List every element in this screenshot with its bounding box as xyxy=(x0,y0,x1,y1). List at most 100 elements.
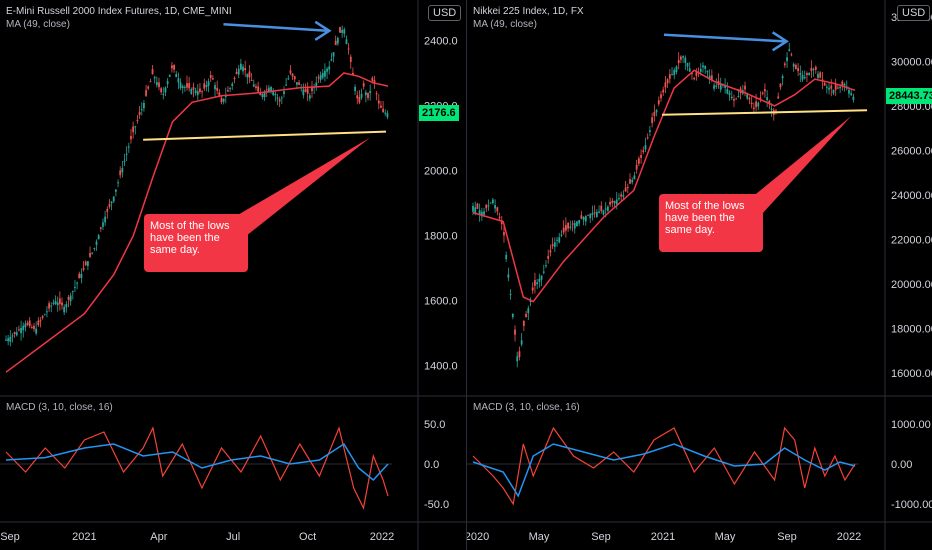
callout-note[interactable]: Most of the lows have been the same day. xyxy=(144,214,248,272)
candle-body xyxy=(74,286,76,288)
candle-body xyxy=(582,217,585,220)
candle-body xyxy=(382,108,385,113)
candle-body xyxy=(629,179,631,184)
candle-body xyxy=(691,73,693,75)
candle-body xyxy=(190,89,193,94)
currency-badge[interactable]: USD xyxy=(897,5,931,21)
candle-body xyxy=(227,90,229,92)
candle-body xyxy=(492,199,494,204)
candle-body xyxy=(675,66,678,73)
candle-body xyxy=(30,327,33,329)
candle-body xyxy=(777,96,780,99)
candle-body xyxy=(496,207,499,212)
candle-body xyxy=(173,65,175,70)
candle-body xyxy=(235,71,238,74)
candle-body xyxy=(540,275,543,280)
candle-body xyxy=(311,86,313,92)
candle-body xyxy=(257,86,260,92)
candle-body xyxy=(726,88,729,94)
candle-body xyxy=(119,170,122,176)
candle-body xyxy=(850,93,853,96)
candle-body xyxy=(244,68,247,71)
callout-note[interactable]: Most of the lows have been the same day. xyxy=(659,194,763,252)
candle-body xyxy=(666,79,669,84)
y-tick-label: 24000.00 xyxy=(891,190,932,202)
candle-body xyxy=(324,70,326,77)
candle-body xyxy=(63,306,66,313)
candle-body xyxy=(242,66,244,72)
candle-body xyxy=(576,221,578,227)
candle-body xyxy=(710,75,713,81)
candle-body xyxy=(830,85,833,89)
candle-body xyxy=(183,86,186,88)
callout-pointer xyxy=(751,116,852,226)
candle-body xyxy=(65,304,68,308)
candle-body xyxy=(287,78,290,80)
candle-body xyxy=(547,255,550,259)
x-tick-label: May xyxy=(529,531,550,543)
candle-body xyxy=(377,100,380,104)
right-chart-pane[interactable]: 32000.0030000.0028000.0026000.0024000.00… xyxy=(466,0,932,550)
candle-body xyxy=(108,204,111,207)
candle-body xyxy=(766,97,769,101)
candle-body xyxy=(655,110,658,113)
candle-body xyxy=(828,87,830,90)
candle-body xyxy=(584,216,587,222)
ma-indicator-label[interactable]: MA (49, close) xyxy=(6,19,70,30)
candle-body xyxy=(814,66,817,70)
candle-body xyxy=(369,90,372,94)
candle-body xyxy=(306,88,309,94)
macd-indicator-label[interactable]: MACD (3, 10, close, 16) xyxy=(473,402,580,413)
candle-body xyxy=(556,239,558,241)
candle-body xyxy=(218,92,221,97)
candle-body xyxy=(633,175,636,180)
candle-body xyxy=(272,90,275,96)
candle-body xyxy=(834,84,837,90)
candle-body xyxy=(622,195,625,197)
candle-body xyxy=(89,253,91,257)
candle-body xyxy=(757,102,760,107)
support-trendline xyxy=(143,130,387,141)
candle-body xyxy=(823,83,826,86)
candle-body xyxy=(41,316,44,318)
candle-body xyxy=(598,211,600,213)
candle-body xyxy=(591,213,594,215)
candle-body xyxy=(196,91,199,96)
candle-body xyxy=(485,204,488,209)
candle-body xyxy=(593,212,596,214)
candle-body xyxy=(651,117,654,123)
support-trendline xyxy=(661,109,868,116)
candle-body xyxy=(779,83,782,88)
candle-body xyxy=(160,88,163,93)
x-tick-label: May xyxy=(715,531,736,543)
y-tick-label: 1800.0 xyxy=(424,231,458,243)
candle-body xyxy=(746,94,749,99)
candle-body xyxy=(708,75,711,80)
macd-indicator-label[interactable]: MACD (3, 10, close, 16) xyxy=(6,402,113,413)
candle-body xyxy=(274,94,277,96)
right-chart-canvas[interactable]: 32000.0030000.0028000.0026000.0024000.00… xyxy=(467,0,932,550)
candle-body xyxy=(737,96,740,98)
candle-body xyxy=(246,73,249,78)
candle-body xyxy=(660,94,662,99)
left-chart-canvas[interactable]: 2400.02200.02000.01800.01600.01400.0Sep2… xyxy=(0,0,466,550)
candle-body xyxy=(162,94,165,96)
candle-body xyxy=(192,87,195,90)
candle-body xyxy=(693,77,696,80)
x-tick-label: 2021 xyxy=(651,531,675,543)
candle-body xyxy=(545,265,547,267)
candle-body xyxy=(615,199,618,205)
candle-body xyxy=(291,73,294,77)
candle-body xyxy=(728,92,731,95)
candle-body xyxy=(538,278,541,282)
left-chart-pane[interactable]: 2400.02200.02000.01800.01600.01400.0Sep2… xyxy=(0,0,466,550)
candle-body xyxy=(525,313,527,318)
ma-indicator-label[interactable]: MA (49, close) xyxy=(473,19,537,30)
candle-body xyxy=(104,216,107,223)
candle-body xyxy=(339,26,341,33)
currency-badge[interactable]: USD xyxy=(428,5,462,21)
candle-body xyxy=(205,85,208,87)
candle-body xyxy=(531,287,534,291)
candle-body xyxy=(349,56,352,62)
candle-body xyxy=(239,63,242,70)
